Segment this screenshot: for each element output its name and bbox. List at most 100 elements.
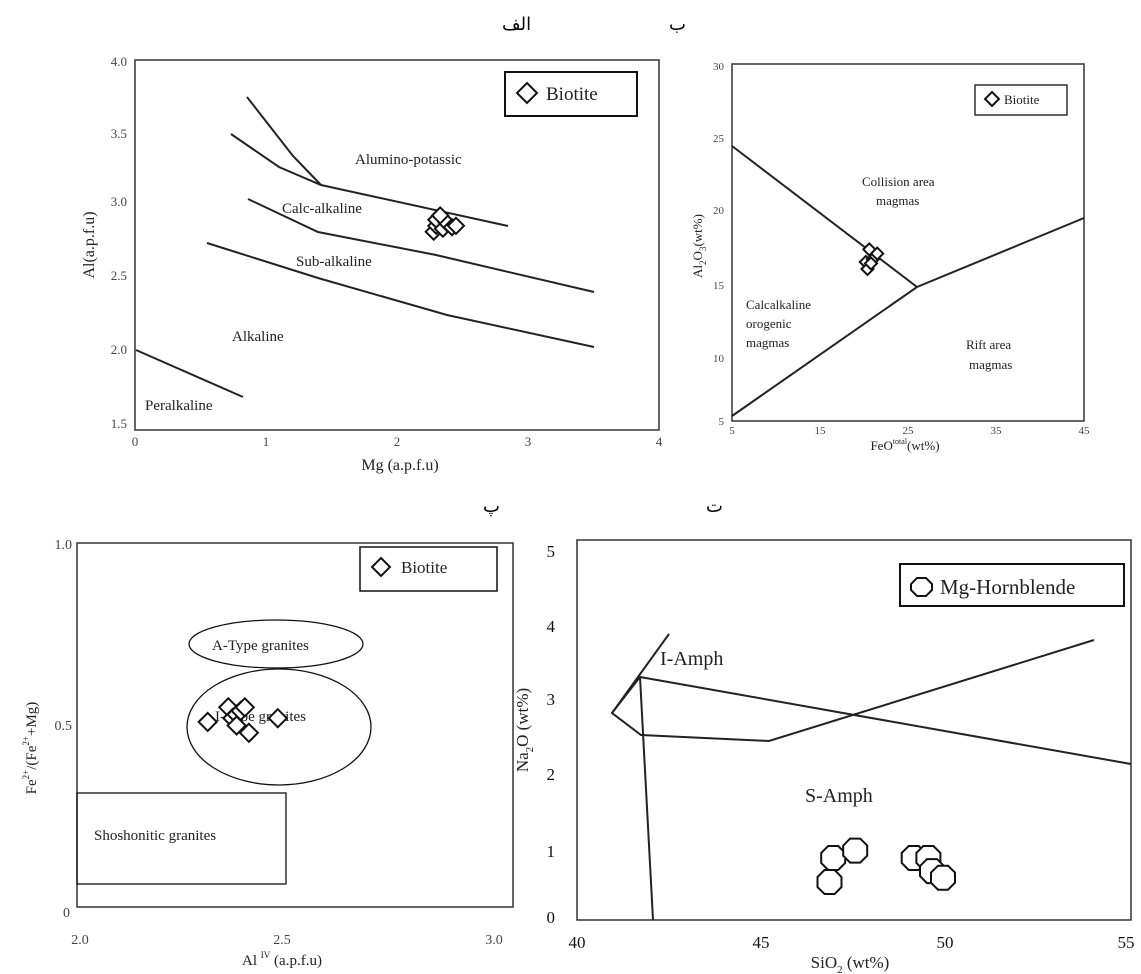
panel-label-b: ب — [669, 14, 686, 35]
chart-a-ytick: 2.0 — [111, 342, 127, 357]
chart-a-ylabel: Al(a.p.f.u) — [81, 211, 98, 278]
chart-d-ytick: 4 — [547, 617, 556, 636]
chart-d-ytick: 5 — [547, 542, 556, 561]
chart-c-yticks: 0 0.5 1.0 — [55, 538, 73, 921]
chart-d-data-point — [930, 864, 956, 891]
chart-d-ytick: 2 — [547, 765, 556, 784]
chart-a-boundary — [246, 96, 322, 186]
chart-b-field-label: magmas — [746, 335, 789, 350]
chart-a-boundary — [230, 133, 509, 227]
chart-c-field-shoshonitic — [76, 792, 287, 885]
chart-b-legend-label: Biotite — [1004, 92, 1040, 107]
chart-a-ytick: 4.0 — [111, 54, 127, 69]
chart-d-field-label: I-Amph — [660, 648, 723, 670]
chart-d-xlabel: SiO2 (wt%) — [811, 953, 890, 974]
chart-a-boundary — [247, 198, 595, 293]
chart-b-data-point — [869, 246, 885, 262]
chart-b: 5 15 25 35 45 5 10 15 20 25 30 FeOtotal(… — [690, 61, 1090, 453]
chart-d-ytick: 3 — [547, 690, 556, 709]
chart-c-data-point — [234, 696, 256, 718]
chart-b-boundary — [731, 145, 918, 288]
chart-d-data-point — [820, 845, 847, 871]
chart-b-xtick: 45 — [1079, 425, 1091, 437]
chart-c-field-label: A-Type granites — [212, 638, 309, 654]
chart-a-ytick: 1.5 — [111, 416, 127, 431]
chart-c-xtick: 2.0 — [71, 933, 89, 948]
chart-b-ytick: 5 — [719, 416, 725, 428]
chart-b-xtick: 15 — [815, 425, 827, 437]
chart-b-field-label: magmas — [876, 193, 919, 208]
chart-a-legend-label: Biotite — [546, 84, 598, 105]
chart-d-legend-box — [899, 563, 1125, 607]
chart-a-xlabel: Mg (a.p.f.u) — [361, 457, 438, 474]
chart-b-xticks: 5 15 25 35 45 — [729, 425, 1090, 437]
chart-c-data-point — [197, 711, 219, 733]
chart-a-field-label: Alumino-potassic — [355, 152, 462, 168]
chart-b-field-label: Calcalkaline — [746, 297, 811, 312]
chart-b-field-label: orogenic — [746, 316, 792, 331]
chart-c-data-point — [238, 722, 260, 744]
chart-b-frame — [731, 63, 1085, 422]
chart-b-ylabel: Al2O3(wt%) — [690, 214, 708, 278]
chart-a-field-labels: Alumino-potassic Calc-alkaline Sub-alkal… — [145, 152, 462, 414]
chart-a-xtick: 1 — [263, 434, 270, 449]
chart-c-fields — [76, 619, 372, 885]
chart-d-boundary — [639, 676, 654, 921]
chart-c-xtick: 2.5 — [273, 933, 291, 948]
chart-b-field-label: Collision area — [862, 174, 935, 189]
chart-a-xtick: 3 — [525, 434, 532, 449]
chart-a-field-label: Calc-alkaline — [282, 201, 362, 217]
chart-a-boundaries — [135, 96, 595, 398]
chart-a-yticks: 1.5 2.0 2.5 3.0 3.5 4.0 — [111, 54, 127, 431]
chart-d-legend: Mg-Hornblende — [899, 563, 1125, 607]
chart-d-legend-marker — [910, 577, 933, 597]
chart-d-boundary — [610, 633, 1095, 743]
chart-d-data-point — [816, 869, 843, 895]
chart-d-boundaries — [610, 633, 1132, 921]
chart-b-boundaries — [731, 145, 1085, 417]
chart-c-ytick: 0.5 — [55, 719, 73, 734]
chart-b-field-label: Rift area — [966, 337, 1011, 352]
chart-d-field-label: S-Amph — [805, 785, 873, 807]
chart-b-field-labels: Collision area magmas Calcalkaline oroge… — [746, 174, 1012, 372]
chart-c-points — [197, 696, 289, 744]
chart-c-field-i-type — [186, 668, 372, 786]
chart-c-legend-marker — [370, 556, 392, 578]
chart-b-xlabel: FeOtotal(wt%) — [870, 437, 939, 453]
chart-d-xtick: 45 — [753, 933, 770, 952]
chart-b-boundary — [731, 217, 1085, 417]
chart-a-xtick: 4 — [656, 434, 663, 449]
chart-d-frame — [576, 539, 1132, 921]
chart-d-xtick: 55 — [1118, 933, 1135, 952]
chart-c-xlabel: Al IV (a.p.f.u) — [242, 950, 322, 969]
chart-d-xticks: 40 45 50 55 — [569, 933, 1135, 952]
chart-a-legend: Biotite — [504, 71, 638, 117]
chart-b-points — [858, 241, 885, 277]
chart-d-ytick: 0 — [547, 908, 556, 927]
panel-label-a: الف — [502, 14, 532, 35]
chart-b-yticks: 5 10 15 20 25 30 — [713, 61, 725, 428]
chart-a-data-point — [430, 205, 450, 225]
chart-b-ytick: 20 — [713, 205, 725, 217]
chart-c-frame — [76, 542, 514, 908]
chart-b-field-label: magmas — [969, 357, 1012, 372]
chart-c-field-a-type — [188, 619, 364, 669]
chart-c-ytick: 0 — [63, 906, 70, 921]
chart-b-ytick: 10 — [713, 353, 725, 365]
chart-a-frame — [134, 59, 660, 431]
chart-c-data-point — [226, 715, 248, 736]
chart-a-xtick: 0 — [132, 434, 139, 449]
chart-a-legend-marker — [515, 81, 539, 105]
chart-c-xticks: 2.0 2.5 3.0 — [71, 933, 503, 948]
chart-d-field-labels: I-Amph S-Amph — [660, 648, 873, 807]
chart-b-ytick: 15 — [713, 280, 725, 292]
chart-b-xtick: 35 — [991, 425, 1003, 437]
chart-a-field-label: Alkaline — [232, 329, 284, 345]
chart-c-data-point — [267, 707, 289, 729]
chart-d-ytick: 1 — [547, 842, 556, 861]
chart-b-legend-marker — [983, 90, 1001, 108]
chart-c-legend-label: Biotite — [401, 558, 447, 577]
chart-d-boundary — [611, 675, 1132, 765]
panel-label-c: پ — [483, 496, 500, 517]
chart-c: 2.0 2.5 3.0 0 0.5 1.0 Al IV (a.p.f.u) Fe… — [21, 538, 514, 969]
